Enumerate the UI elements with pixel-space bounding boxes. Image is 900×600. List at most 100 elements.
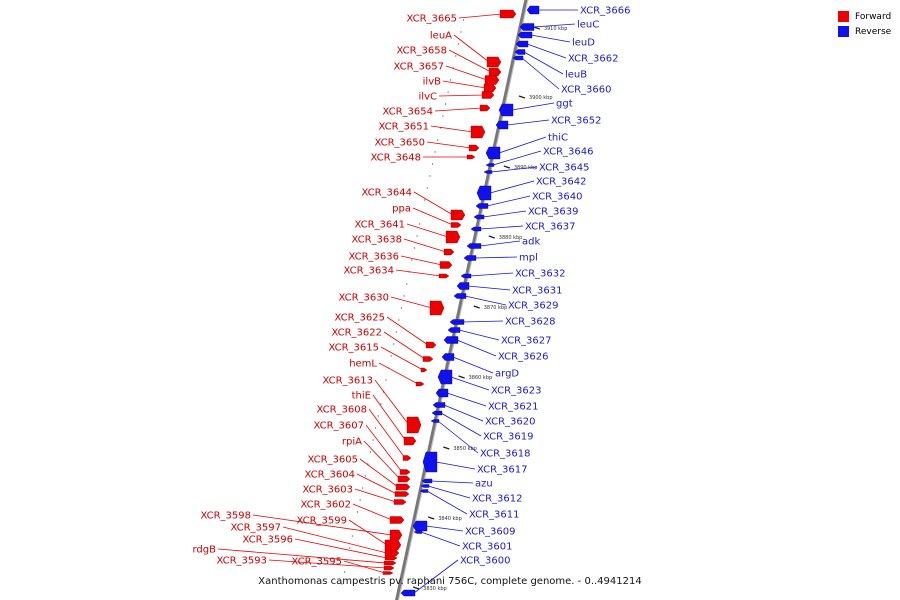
reverse-leader-line	[467, 285, 511, 291]
kbp-tick-mark	[488, 235, 496, 239]
reverse-gene-label: XCR_3611	[469, 510, 520, 521]
reverse-gene-label: XCR_3617	[477, 465, 528, 476]
reverse-gene-arrow	[498, 103, 514, 117]
forward-gene-arrow	[389, 516, 405, 524]
kbp-tick-mark	[473, 305, 480, 309]
forward-gene-arrow	[393, 499, 407, 505]
reverse-gene-label: XCR_3627	[501, 336, 552, 347]
forward-gene-label: XCR_3605	[307, 455, 358, 466]
forward-leader-line	[380, 346, 424, 371]
reverse-leader-line	[420, 531, 461, 547]
reverse-leader-line	[492, 150, 542, 166]
reverse-gene-arrow	[456, 282, 470, 290]
forward-gene-arrow	[468, 144, 480, 152]
reverse-leader-line	[530, 34, 571, 43]
reverse-leader-line	[474, 256, 518, 259]
forward-gene-label: XCR_3595	[291, 557, 342, 568]
reverse-gene-arrow	[441, 353, 455, 361]
forward-leader-line	[403, 238, 447, 253]
forward-gene-label: XCR_3657	[393, 62, 444, 73]
reverse-gene-arrow	[517, 31, 533, 39]
forward-gene-arrow	[422, 356, 434, 362]
forward-leader-line	[356, 473, 398, 495]
forward-gene-label: XCR_3665	[406, 14, 457, 25]
reverse-gene-label: XCR_3629	[508, 301, 559, 312]
reverse-gene-label: XCR_3639	[528, 207, 579, 218]
forward-gene-label: XCR_3641	[354, 220, 405, 231]
forward-gene-arrow	[384, 549, 400, 557]
gene-features	[382, 5, 540, 597]
reverse-gene-label: azu	[475, 479, 493, 490]
reverse-gene-arrow	[431, 410, 443, 416]
forward-gene-arrow	[429, 300, 445, 316]
reverse-swatch	[838, 26, 849, 37]
forward-gene-arrow	[438, 273, 450, 279]
kbp-tick-label: 3830 kbp	[423, 586, 447, 592]
forward-gene-arrow	[443, 248, 455, 256]
forward-gene-arrow	[406, 416, 422, 434]
reverse-gene-label: mpl	[519, 253, 538, 264]
forward-gene-label: XCR_3625	[334, 313, 385, 324]
kbp-tick-label: 3850 kbp	[453, 446, 477, 452]
reverse-gene-label: XCR_3601	[462, 542, 513, 553]
reverse-gene-arrow	[485, 163, 495, 167]
forward-gene-label: thiE	[352, 391, 371, 402]
kbp-tick-label: 3860 kbp	[469, 375, 493, 381]
kbp-tick-label: 3880 kbp	[499, 235, 523, 241]
reverse-leader-line	[464, 295, 507, 306]
reverse-leader-line	[426, 490, 468, 515]
forward-leader-line	[252, 514, 393, 536]
forward-gene-arrow	[499, 9, 517, 19]
forward-gene-arrow	[450, 209, 466, 221]
forward-gene-label: XCR_3598	[200, 511, 251, 522]
forward-leader-line	[282, 526, 388, 554]
kbp-tick-mark	[412, 586, 420, 590]
forward-gene-label: ilvB	[423, 77, 441, 88]
reverse-gene-label: XCR_3619	[483, 432, 534, 443]
forward-gene-label: XCR_3615	[328, 343, 379, 354]
reverse-leader-line	[430, 480, 474, 484]
reverse-leader-line	[443, 404, 484, 422]
forward-gene-label: rpiA	[342, 437, 362, 448]
reverse-gene-arrow	[515, 40, 529, 48]
reverse-gene-label: XCR_3626	[498, 352, 549, 363]
forward-leader-line	[348, 519, 388, 546]
forward-gene-label: XCR_3607	[313, 421, 364, 432]
reverse-gene-label: XCR_3621	[488, 402, 539, 413]
reverse-gene-label: XCR_3666	[580, 6, 631, 17]
reverse-gene-arrow	[463, 255, 477, 261]
forward-gene-arrow	[450, 222, 462, 228]
reverse-gene-arrow	[473, 214, 485, 220]
forward-leader-line	[390, 296, 433, 309]
reverse-gene-label: XCR_3660	[561, 85, 612, 96]
reverse-leader-line	[490, 166, 538, 173]
forward-gene-label: XCR_3654	[382, 107, 433, 118]
reverse-leader-line	[526, 43, 567, 59]
reverse-gene-arrow	[495, 120, 509, 130]
forward-gene-arrow	[488, 67, 502, 77]
reverse-leader-line	[446, 392, 487, 407]
forward-gene-label: ppa	[392, 204, 411, 215]
caption: Xanthomonas campestris pv. raphani 756C,…	[258, 576, 642, 587]
forward-gene-label: XCR_3599	[296, 516, 347, 527]
forward-gene-arrow	[466, 154, 476, 160]
reverse-leader-line	[413, 559, 459, 594]
reverse-gene-label: thiC	[548, 133, 568, 144]
forward-leader-line	[378, 362, 419, 385]
kbp-tick-label: 3840 kbp	[438, 516, 462, 522]
reverse-gene-label: XCR_3620	[485, 417, 536, 428]
forward-gene-label: XCR_3608	[316, 405, 367, 416]
forward-leader-line	[359, 458, 399, 488]
forward-leader-line	[406, 223, 449, 238]
reverse-gene-label: ggt	[556, 99, 573, 110]
forward-leader-line	[217, 548, 387, 564]
forward-gene-arrow	[486, 56, 502, 68]
forward-gene-arrow	[470, 125, 486, 139]
reverse-gene-arrow	[447, 327, 461, 333]
kbp-tick-mark	[443, 446, 450, 450]
kbp-tick-label: 3900 kbp	[529, 95, 553, 101]
forward-gene-arrow	[395, 483, 411, 491]
reverse-gene-arrow	[420, 484, 430, 488]
forward-gene-arrow	[389, 529, 403, 541]
